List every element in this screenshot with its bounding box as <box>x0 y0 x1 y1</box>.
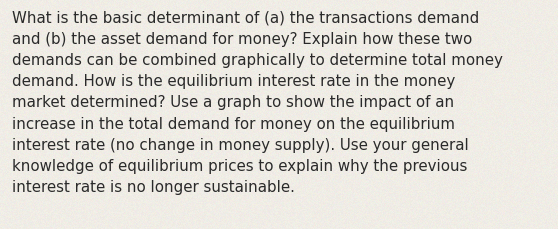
Text: What is the basic determinant of (a) the transactions demand
and (b) the asset d: What is the basic determinant of (a) the… <box>12 10 503 194</box>
